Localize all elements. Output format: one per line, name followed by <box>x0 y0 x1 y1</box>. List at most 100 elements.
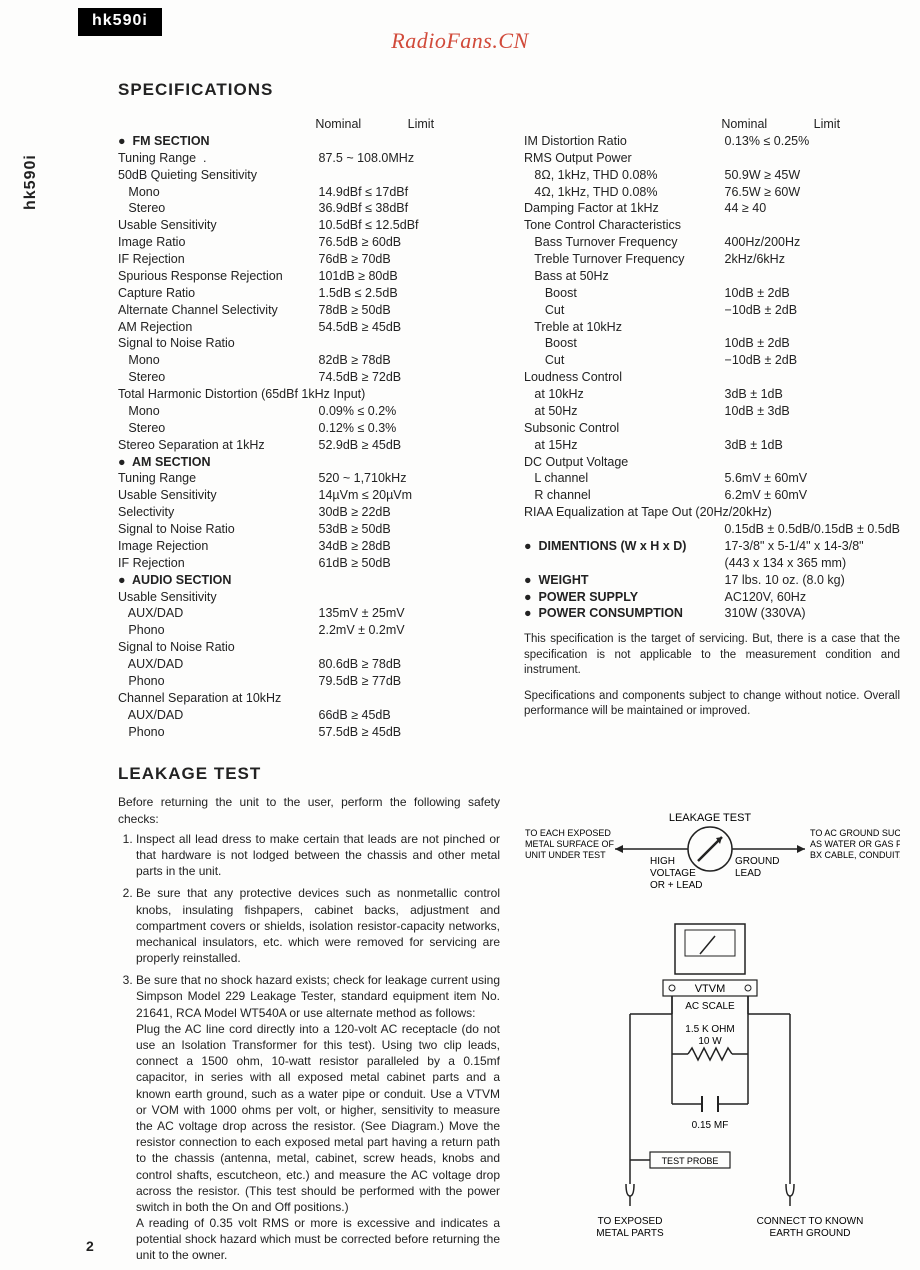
spec-label: DC Output Voltage <box>524 454 725 471</box>
spec-value: 82dB ≥ 78dB <box>319 352 494 369</box>
spec-value: 87.5 ~ 108.0MHz <box>319 150 494 167</box>
spec-label: Selectivity <box>118 504 319 521</box>
spec-row: Image Rejection34dB ≥ 28dB <box>118 538 494 555</box>
spec-row: Treble Turnover Frequency2kHz/6kHz <box>524 251 900 268</box>
spec-label: ● DIMENTIONS (W x H x D) <box>524 538 725 555</box>
spec-value <box>319 639 494 656</box>
spec-row: AUX/DAD80.6dB ≥ 78dB <box>118 656 494 673</box>
spec-label: Treble Turnover Frequency <box>524 251 725 268</box>
spec-row: Signal to Noise Ratio <box>118 335 494 352</box>
svg-text:BX CABLE, CONDUIT, ETC.: BX CABLE, CONDUIT, ETC. <box>810 850 900 860</box>
svg-text:TO AC GROUND SUCH: TO AC GROUND SUCH <box>810 828 900 838</box>
spec-label: Boost <box>524 285 725 302</box>
spec-col-left: Nominal Limit ● FM SECTIONTuning Range .… <box>118 116 494 740</box>
spec-row: Usable Sensitivity <box>118 589 494 606</box>
spec-row: Treble at 10kHz <box>524 319 900 336</box>
spec-label: at 15Hz <box>524 437 725 454</box>
spec-label: IM Distortion Ratio <box>524 133 725 150</box>
spec-value: 50.9W ≥ 45W <box>725 167 900 184</box>
spec-label: L channel <box>524 470 725 487</box>
spec-row: Usable Sensitivity10.5dBf ≤ 12.5dBf <box>118 217 494 234</box>
spec-row: RMS Output Power <box>524 150 900 167</box>
spec-row: Cut−10dB ± 2dB <box>524 352 900 369</box>
spec-label: AUX/DAD <box>118 605 319 622</box>
spec-row: Capture Ratio1.5dB ≤ 2.5dB <box>118 285 494 302</box>
spec-row: IF Rejection61dB ≥ 50dB <box>118 555 494 572</box>
svg-text:1.5 K OHM: 1.5 K OHM <box>685 1024 734 1035</box>
leak-step-2: Be sure that any protective devices such… <box>136 885 500 966</box>
spec-row: Mono0.09% ≤ 0.2% <box>118 403 494 420</box>
svg-text:UNIT UNDER TEST: UNIT UNDER TEST <box>525 850 606 860</box>
spec-label: Alternate Channel Selectivity <box>118 302 319 319</box>
spec-label: at 50Hz <box>524 403 725 420</box>
spec-value <box>319 690 494 707</box>
spec-row: Phono79.5dB ≥ 77dB <box>118 673 494 690</box>
spec-row: Usable Sensitivity14µVm ≤ 20µVm <box>118 487 494 504</box>
spec-label: Treble at 10kHz <box>524 319 725 336</box>
spec-row: Spurious Response Rejection101dB ≥ 80dB <box>118 268 494 285</box>
spec-value <box>365 386 494 403</box>
spec-label: Tone Control Characteristics <box>524 217 725 234</box>
spec-value: 52.9dB ≥ 45dB <box>319 437 494 454</box>
svg-text:AS WATER OR GAS PIPE,: AS WATER OR GAS PIPE, <box>810 839 900 849</box>
spec-value: 14µVm ≤ 20µVm <box>319 487 494 504</box>
spec-value: 78dB ≥ 50dB <box>319 302 494 319</box>
spec-label: Signal to Noise Ratio <box>118 639 319 656</box>
spec-note-2: Specifications and components subject to… <box>524 689 900 720</box>
leakage-diagrams: LEAKAGE TEST TO EACH EXPOSED METAL SURFA… <box>520 794 900 1269</box>
spec-row: at 10kHz3dB ± 1dB <box>524 386 900 403</box>
spec-row: Selectivity30dB ≥ 22dB <box>118 504 494 521</box>
spec-value <box>725 150 900 167</box>
spec-value: (443 x 134 x 365 mm) <box>725 555 900 572</box>
spec-label: ● AM SECTION <box>118 454 319 471</box>
spec-label: AUX/DAD <box>118 656 319 673</box>
svg-text:VOLTAGE: VOLTAGE <box>650 868 696 879</box>
spec-note-1: This specification is the target of serv… <box>524 632 900 679</box>
svg-text:TO EXPOSED: TO EXPOSED <box>598 1216 663 1227</box>
spec-value: 74.5dB ≥ 72dB <box>319 369 494 386</box>
spec-value: 10.5dBf ≤ 12.5dBf <box>319 217 494 234</box>
spec-row: 8Ω, 1kHz, THD 0.08%50.9W ≥ 45W <box>524 167 900 184</box>
svg-text:GROUND: GROUND <box>735 856 779 867</box>
spec-row: Stereo74.5dB ≥ 72dB <box>118 369 494 386</box>
spec-value <box>725 454 900 471</box>
spec-value: 5.6mV ± 60mV <box>725 470 900 487</box>
spec-label: Stereo <box>118 200 319 217</box>
spec-row: Damping Factor at 1kHz44 ≥ 40 <box>524 200 900 217</box>
spec-row: at 15Hz3dB ± 1dB <box>524 437 900 454</box>
spec-value: 30dB ≥ 22dB <box>319 504 494 521</box>
col-hdr-nominal-r: Nominal <box>721 116 807 133</box>
spec-label: AM Rejection <box>118 319 319 336</box>
leakage-heading: LEAKAGE TEST <box>118 764 900 784</box>
spec-row: Signal to Noise Ratio <box>118 639 494 656</box>
spec-label: R channel <box>524 487 725 504</box>
spec-value: 0.09% ≤ 0.2% <box>319 403 494 420</box>
spec-value: 10dB ± 3dB <box>725 403 900 420</box>
spec-value: 66dB ≥ 45dB <box>319 707 494 724</box>
spec-label: Spurious Response Rejection <box>118 268 319 285</box>
spec-label: Usable Sensitivity <box>118 487 319 504</box>
spec-row: 4Ω, 1kHz, THD 0.08%76.5W ≥ 60W <box>524 184 900 201</box>
spec-label: Stereo <box>118 369 319 386</box>
spec-label: Mono <box>118 184 319 201</box>
spec-label: IF Rejection <box>118 555 319 572</box>
watermark: RadioFans.CN <box>0 28 920 54</box>
spec-row: ● DIMENTIONS (W x H x D)17-3/8" x 5-1/4"… <box>524 538 900 555</box>
spec-label: Cut <box>524 352 725 369</box>
spec-row: Loudness Control <box>524 369 900 386</box>
spec-row: at 50Hz10dB ± 3dB <box>524 403 900 420</box>
spec-value: 10dB ± 2dB <box>725 285 900 302</box>
spec-value: 34dB ≥ 28dB <box>319 538 494 555</box>
leak-intro: Before returning the unit to the user, p… <box>118 794 500 826</box>
spec-label: Image Rejection <box>118 538 319 555</box>
spec-row: Cut−10dB ± 2dB <box>524 302 900 319</box>
col-hdr-nominal: Nominal <box>315 116 401 133</box>
spec-label: ● WEIGHT <box>524 572 725 589</box>
spec-label: Subsonic Control <box>524 420 725 437</box>
spec-value: −10dB ± 2dB <box>725 352 900 369</box>
spec-value: 80.6dB ≥ 78dB <box>319 656 494 673</box>
spec-label: 4Ω, 1kHz, THD 0.08% <box>524 184 725 201</box>
spec-row: R channel6.2mV ± 60mV <box>524 487 900 504</box>
spec-row: Stereo Separation at 1kHz52.9dB ≥ 45dB <box>118 437 494 454</box>
spec-value <box>725 217 900 234</box>
